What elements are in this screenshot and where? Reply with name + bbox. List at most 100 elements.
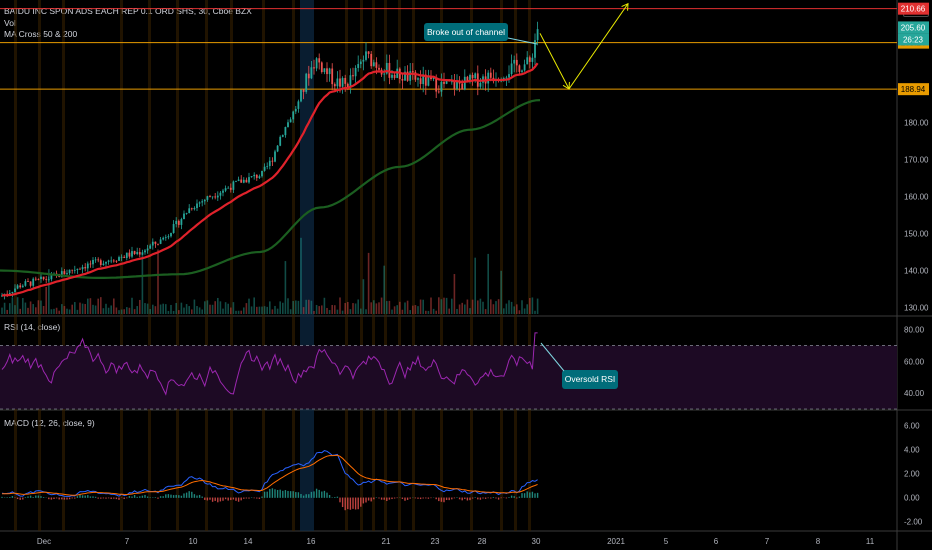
macd-histogram-bar (323, 490, 326, 498)
macd-histogram-bar (40, 496, 42, 498)
volume-bar (448, 308, 450, 314)
rsi-callout (562, 370, 618, 389)
volume-bar (430, 297, 432, 314)
candle-body (505, 77, 508, 79)
candle-body (242, 179, 245, 183)
macd-line (1, 450, 538, 497)
candle-body (463, 76, 466, 90)
volume-bar (474, 257, 476, 314)
volume-bar (300, 237, 302, 314)
volume-bar (55, 307, 58, 314)
macd-histogram-bar (334, 497, 336, 498)
macd-histogram-bar (258, 497, 261, 499)
macd-histogram-bar (534, 493, 536, 498)
candle-body (258, 176, 261, 178)
macd-histogram-bar (500, 497, 502, 499)
candle-body (346, 83, 349, 88)
volume-bar (466, 299, 469, 314)
volume-bar (146, 303, 149, 314)
macd-histogram-bar (201, 496, 203, 498)
volume-bar (477, 300, 479, 314)
macd-histogram-bar (162, 496, 164, 498)
volume-bar (274, 305, 276, 314)
candle-body (297, 101, 300, 109)
volume-bar (331, 304, 333, 314)
candle-body (443, 81, 445, 84)
candle-body (305, 73, 308, 92)
candle-body (203, 199, 206, 202)
volume-bar (188, 306, 190, 314)
candle-body (474, 73, 477, 79)
volume-bar (495, 301, 497, 314)
candle-body (125, 252, 128, 258)
volume-bar (74, 302, 76, 314)
candle-body (294, 108, 297, 112)
macd-histogram-bar (196, 495, 198, 498)
macd-histogram-bar (479, 497, 482, 500)
chart-title: BAIDU INC SPON ADS EACH REP 0.1 ORD SHS,… (4, 6, 252, 16)
macd-histogram-bar (248, 497, 250, 499)
macd-histogram-bar (159, 496, 162, 498)
candle-body (105, 261, 107, 264)
volume-bar (393, 306, 396, 314)
volume-bar (432, 308, 435, 314)
macd-histogram-bar (508, 497, 510, 498)
candle-body (42, 276, 45, 280)
volume-bar (440, 299, 443, 314)
macd-histogram-bar (235, 497, 237, 501)
candle-body (120, 256, 123, 258)
volume-bar (266, 306, 268, 314)
macd-histogram-bar (68, 497, 71, 500)
rsi-line (1, 332, 538, 396)
volume-bar (217, 297, 219, 314)
volume-bar (482, 301, 484, 314)
candle-body (336, 78, 339, 87)
macd-histogram-bar (422, 497, 424, 499)
session-stripe (345, 0, 348, 531)
macd-histogram-bar (118, 497, 120, 500)
volume-bar (471, 299, 474, 314)
candle-body (222, 190, 224, 193)
session-stripe (292, 0, 295, 531)
macd-histogram-bar (406, 497, 409, 500)
volume-bar (123, 309, 125, 314)
macd-histogram-bar (396, 497, 398, 499)
time-tick-label: Dec (37, 537, 51, 546)
volume-bar (115, 307, 118, 314)
macd-histogram-bar (417, 497, 419, 499)
vol-label[interactable]: Vol (4, 18, 16, 28)
candle-body (310, 67, 313, 79)
macd-histogram-bar (1, 496, 3, 498)
macd-histogram-bar (74, 497, 76, 499)
rsi-label[interactable]: RSI (14, close) (4, 322, 61, 332)
macd-histogram-bar (305, 494, 307, 498)
macd-histogram-bar (175, 494, 177, 498)
candle-body (29, 281, 32, 286)
volume-bar (308, 299, 310, 314)
time-tick-label: 10 (189, 537, 198, 546)
volume-bar (97, 298, 99, 314)
volume-bar (518, 310, 521, 314)
macd-histogram-bar (274, 489, 276, 498)
candle-body (466, 76, 469, 81)
candle-body (276, 145, 279, 152)
volume-bar (344, 303, 346, 314)
volume-bar (159, 304, 162, 314)
candle-body (414, 72, 417, 80)
macd-histogram-bar (139, 496, 141, 498)
candle-body (133, 251, 136, 254)
candle-body (89, 263, 92, 265)
macd-histogram-bar (146, 496, 149, 498)
volume-bar (237, 310, 240, 314)
volume-bar (326, 307, 328, 314)
candle-body (206, 196, 209, 200)
volume-bar (484, 309, 487, 314)
volume-bar (375, 303, 378, 314)
macd-histogram-bar (165, 494, 167, 498)
macd-label[interactable]: MACD (12, 26, close, 9) (4, 418, 95, 428)
session-stripe (372, 0, 375, 531)
candle-body (190, 208, 193, 210)
volume-bar (133, 309, 136, 314)
macd-histogram-bar (451, 497, 453, 500)
